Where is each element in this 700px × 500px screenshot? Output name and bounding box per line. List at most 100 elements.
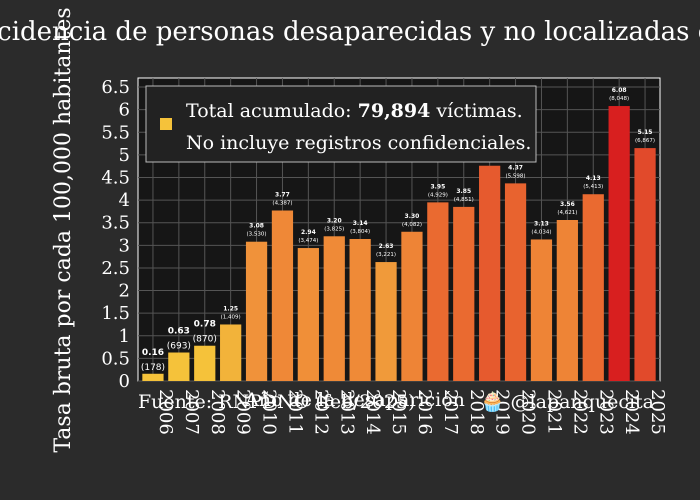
legend-marker <box>160 118 172 130</box>
data-label-value: 1.25 <box>223 305 238 312</box>
data-label-value: 3.08 <box>249 223 264 230</box>
data-label-count: (4,034) <box>531 229 551 235</box>
x-axis-label: Año de la desaparición <box>244 389 465 411</box>
x-tick-label: 2021 <box>543 389 564 435</box>
x-tick-label: 2015 <box>388 389 409 435</box>
data-label-value: 3.13 <box>534 220 549 227</box>
data-label-count: (4,621) <box>557 210 577 216</box>
y-tick-label: 2.5 <box>101 258 130 279</box>
bar-2016 <box>401 231 423 381</box>
bar-2014 <box>349 238 371 381</box>
x-tick-label: 2014 <box>362 389 383 435</box>
bar-2025 <box>634 148 656 381</box>
bar-2012 <box>297 248 319 381</box>
x-tick-label: 2017 <box>440 389 461 435</box>
data-label-value: 6.08 <box>612 87 627 94</box>
y-tick-label: 4.5 <box>101 167 130 188</box>
data-label-value: 3.85 <box>456 188 471 195</box>
data-label-count: (1,409) <box>221 314 241 320</box>
x-tick-label: 2024 <box>621 389 642 435</box>
x-tick-label: 2011 <box>284 389 305 435</box>
data-label-value: 3.77 <box>275 192 290 199</box>
data-label-value: 3.95 <box>430 183 445 190</box>
x-tick-label: 2025 <box>647 389 668 435</box>
data-label-count: (693) <box>167 342 191 352</box>
bar-2008 <box>194 345 216 381</box>
x-axis-ticks: 2006 2007 2008 2009 2010 2011 2012 2013 2014 2015… <box>155 389 668 435</box>
bar-2011 <box>271 210 294 381</box>
bar-2021 <box>530 239 553 381</box>
x-tick-label: 2023 <box>595 389 616 435</box>
bars <box>142 106 656 381</box>
data-labels: 0.16 (178) 0.63 (693) 0.78 (870) 1.25 (1,409) 3.… <box>141 87 655 373</box>
data-label-value: 3.14 <box>353 220 368 227</box>
data-label-value: 3.30 <box>405 213 420 220</box>
data-label-count: (5,598) <box>506 173 526 179</box>
y-tick-label: 0 <box>119 371 130 392</box>
bar-2010 <box>245 241 268 381</box>
x-tick-label: 2018 <box>466 389 487 435</box>
y-axis-label: Tasa bruta por cada 100,000 habitantes <box>51 7 76 452</box>
bar-2009 <box>220 324 242 381</box>
x-tick-label: 2019 <box>492 389 513 435</box>
data-label-count: (4,929) <box>428 192 448 198</box>
data-label-count: (4,851) <box>454 197 474 203</box>
data-label-count: (3,474) <box>298 238 318 244</box>
data-label-value: 0.78 <box>194 320 216 330</box>
data-label-count: (178) <box>141 363 165 373</box>
legend-box <box>145 85 537 163</box>
bar-2013 <box>323 236 345 381</box>
y-tick-label: 3.5 <box>101 213 130 234</box>
data-label-count: (3,804) <box>350 229 370 235</box>
x-tick-label: 2007 <box>181 389 202 435</box>
bar-2015 <box>375 262 397 381</box>
legend: Total acumulado: 79,894 víctimas. No inc… <box>145 85 537 163</box>
y-tick-label: 1 <box>119 326 130 347</box>
data-label-count: (5,413) <box>583 184 603 190</box>
data-label-count: (3,530) <box>247 232 267 238</box>
data-label-value: 4.13 <box>586 175 601 182</box>
y-tick-label: 3 <box>119 235 130 256</box>
y-axis-ticks: 00.511.522.533.544.555.566.5 <box>101 77 130 392</box>
x-tick-label: 2006 <box>155 389 176 435</box>
y-tick-label: 6.5 <box>101 77 130 98</box>
data-label-value: 0.63 <box>168 327 190 337</box>
y-tick-label: 0.5 <box>101 348 130 369</box>
y-tick-label: 1.5 <box>101 303 130 324</box>
x-tick-label: 2022 <box>569 389 590 435</box>
legend-total-value: 79,894 <box>358 100 431 122</box>
chart-title: Incidencia de personas desaparecidas y n… <box>0 17 700 47</box>
x-tick-label: 2012 <box>310 389 331 435</box>
y-tick-label: 5.5 <box>101 122 130 143</box>
bar-2022 <box>556 220 578 381</box>
x-tick-label: 2016 <box>414 389 435 435</box>
data-label-value: 3.56 <box>560 201 575 208</box>
source-note: Fuente: RNPDNO (feb/2025) <box>138 391 415 413</box>
data-label-count: (870) <box>193 335 217 345</box>
x-tick-label: 2008 <box>207 389 228 435</box>
bar-2018 <box>453 206 475 381</box>
legend-total-suffix: víctimas. <box>430 100 522 122</box>
data-label-value: 2.94 <box>301 229 316 236</box>
data-label-count: (3,221) <box>376 252 396 258</box>
bar-2020 <box>504 183 527 381</box>
bar-2007 <box>168 352 190 381</box>
x-tick-label: 2013 <box>336 389 357 435</box>
x-tick-label: 2010 <box>259 389 280 435</box>
legend-total: Total acumulado: 79,894 víctimas. <box>186 100 523 122</box>
data-label-value: 3.20 <box>327 217 342 224</box>
y-tick-label: 2 <box>119 281 130 302</box>
data-label-count: (3,825) <box>324 226 344 232</box>
bar-2006 <box>142 373 164 381</box>
data-label-count: (4,082) <box>402 222 422 228</box>
bar-2019 <box>479 165 501 381</box>
data-label-value: 4.37 <box>508 164 523 171</box>
data-label-count: (8,048) <box>609 96 629 102</box>
bar-2023 <box>582 194 604 381</box>
y-tick-label: 6 <box>119 100 130 121</box>
x-tick-label: 2009 <box>233 389 254 435</box>
bar-2017 <box>427 202 449 381</box>
data-label-value: 0.16 <box>142 348 164 358</box>
